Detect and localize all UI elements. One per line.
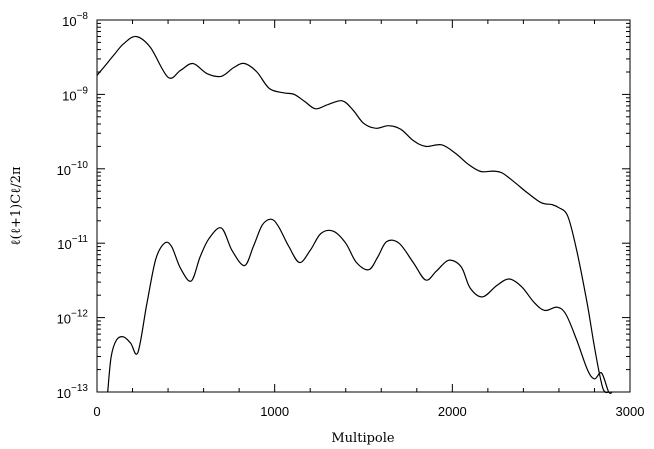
y-tick-label: 10−12	[57, 309, 89, 327]
x-tick-label: 3000	[616, 404, 645, 419]
series-line-2	[107, 218, 613, 395]
y-axis-title: ℓ(ℓ+1)Cℓ/2π	[9, 166, 24, 246]
plot-frame	[96, 19, 631, 393]
x-tick-labels: 0 1000 2000 3000	[93, 404, 644, 419]
x-tick-label: 1000	[260, 404, 289, 419]
series-line-1	[96, 35, 609, 394]
y-tick-label: 10−13	[57, 383, 89, 401]
y-tick-label: 10−11	[57, 234, 88, 252]
x-tick-label: 0	[93, 404, 100, 419]
y-tick-label: 10−10	[57, 160, 89, 178]
axis-ticks	[96, 19, 631, 393]
x-tick-label: 2000	[438, 404, 467, 419]
y-tick-label: 10−9	[62, 85, 88, 103]
data-lines	[96, 35, 613, 395]
y-tick-label: 10−8	[62, 11, 88, 29]
y-tick-labels: 10−8 10−9 10−10 10−11 10−12 10−13	[57, 11, 89, 401]
x-axis-title: Multipole	[331, 431, 395, 446]
